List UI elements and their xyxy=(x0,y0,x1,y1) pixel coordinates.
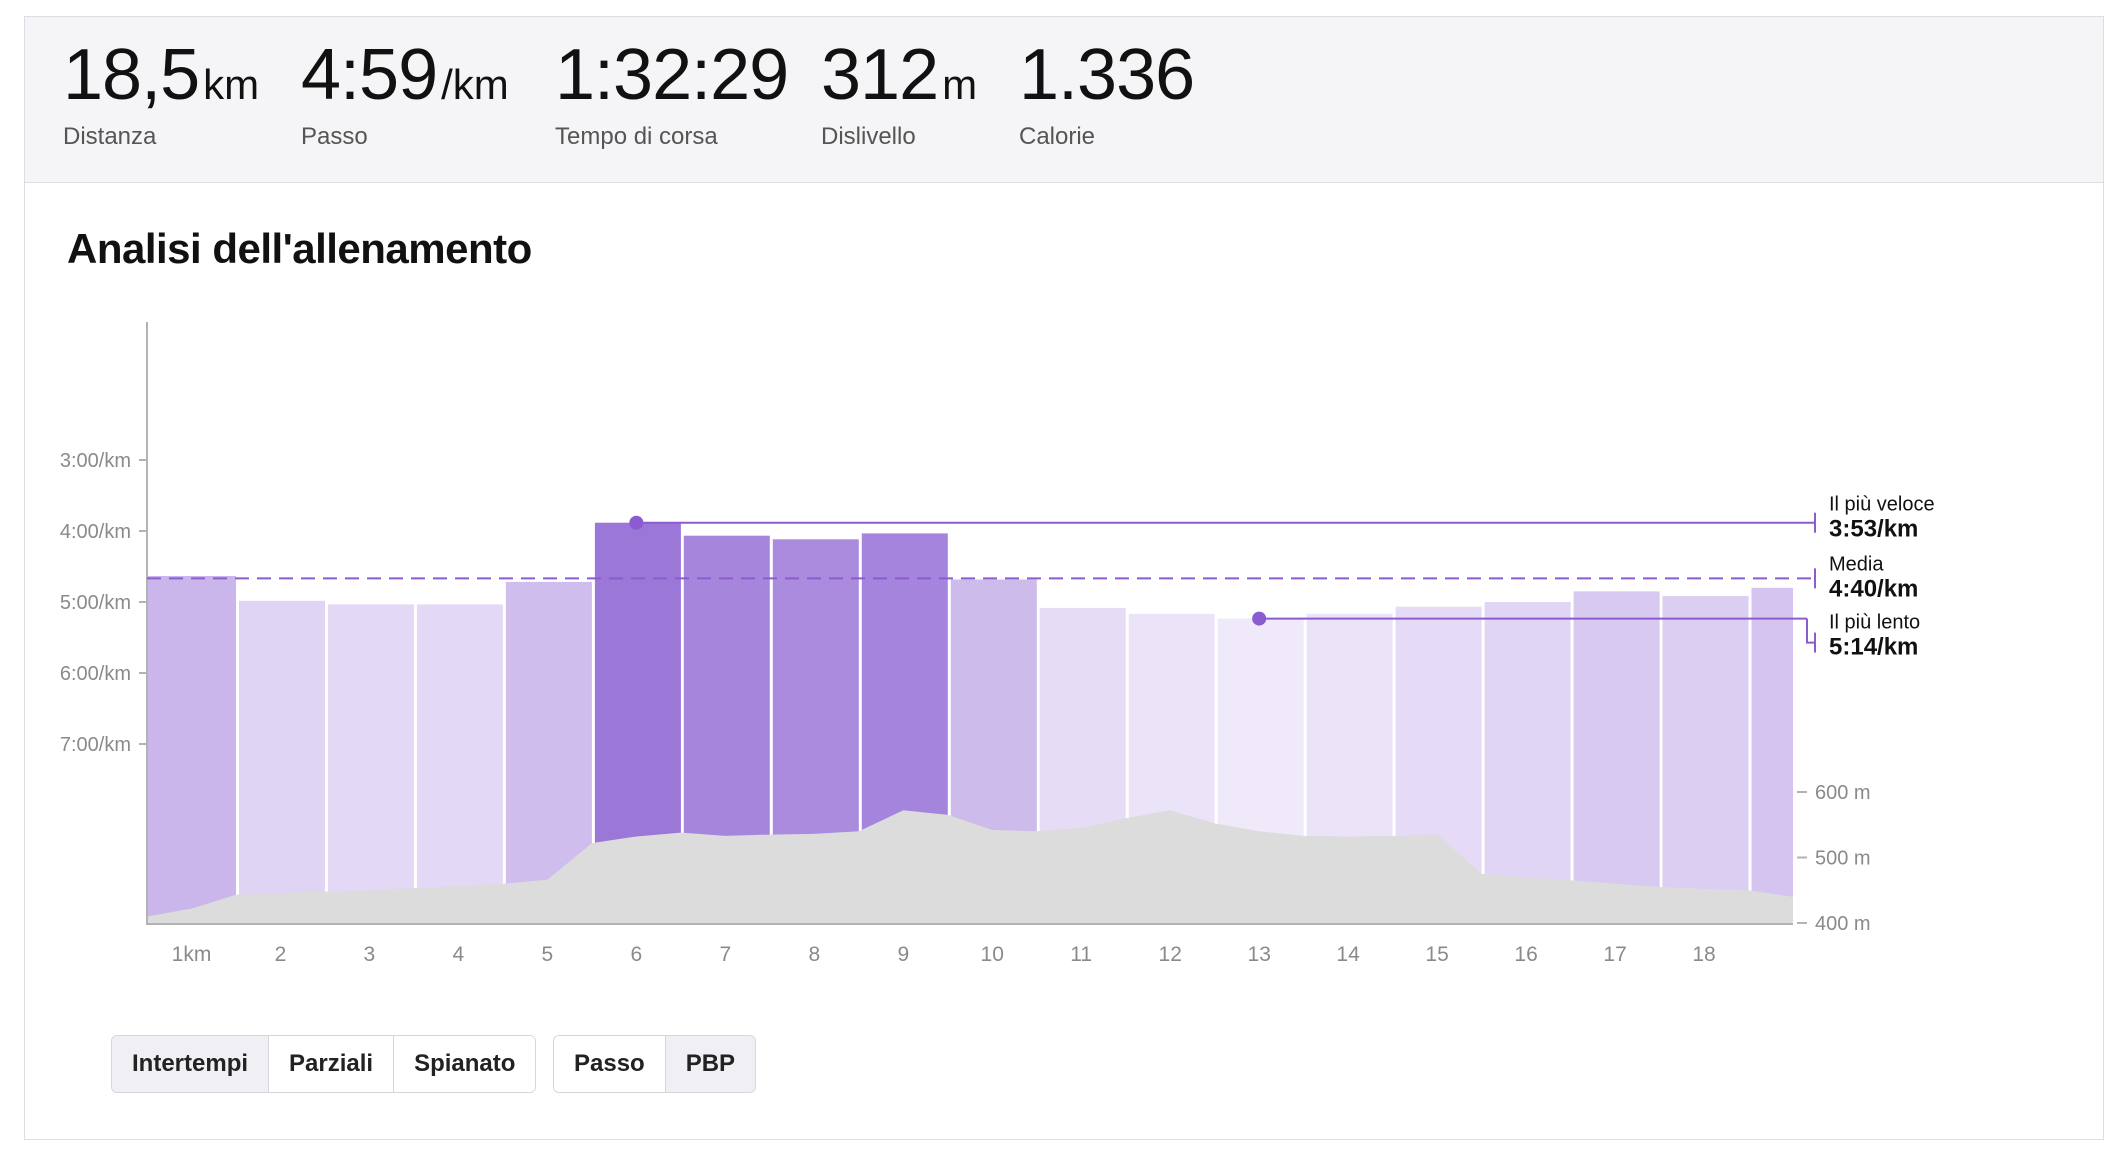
spianato-button[interactable]: Spianato xyxy=(394,1036,536,1092)
passo-button[interactable]: Passo xyxy=(554,1036,666,1092)
pace-bar xyxy=(327,604,414,923)
intertempi-button[interactable]: Intertempi xyxy=(112,1036,270,1092)
fastest-label: Il più veloce xyxy=(1829,494,1935,516)
pace-bar xyxy=(239,600,325,923)
stat-calories-label: Calorie xyxy=(1019,123,1096,150)
stat-elevation-label: Dislivello xyxy=(821,123,916,150)
average-value: 4:40/km xyxy=(1829,575,1918,602)
fastest-value: 3:53/km xyxy=(1829,516,1918,543)
slowest-label: Il più lento xyxy=(1829,612,1920,634)
elevation-area xyxy=(147,810,1793,923)
slowest-marker xyxy=(1252,611,1267,626)
x-tick-label: 5 xyxy=(542,943,554,966)
stat-elevation-value: 312 xyxy=(821,35,939,115)
x-tick-label: 11 xyxy=(1070,943,1092,966)
pace-bar xyxy=(147,576,236,923)
parziali-button[interactable]: Parziali xyxy=(269,1036,395,1092)
pbp-button[interactable]: PBP xyxy=(665,1036,756,1092)
stat-pace: 4:59/km Passo xyxy=(301,39,509,151)
chart-tick-labels: 3:00/km 4:00/km 5:00/km 6:00/km 7:00/km 400 m… xyxy=(60,450,1871,966)
elevation-tick-label: 600 m xyxy=(1815,782,1871,804)
average-label: Media xyxy=(1829,553,1884,575)
stat-calories: 1.336 Calorie xyxy=(1019,39,1195,151)
x-tick-label: 10 xyxy=(981,943,1004,966)
pace-bar xyxy=(1573,591,1660,923)
elevation-tick-label: 400 m xyxy=(1815,913,1871,935)
stats-bar: 18,5km Distanza 4:59/km Passo 1:32:29 Te… xyxy=(25,17,2103,183)
stat-pace-unit: /km xyxy=(441,61,509,108)
pace-tick-label: 7:00/km xyxy=(60,734,131,756)
x-tick-label: 16 xyxy=(1514,943,1537,966)
stat-calories-value: 1.336 xyxy=(1019,35,1195,115)
stat-elevation-unit: m xyxy=(942,61,978,108)
slowest-bracket xyxy=(1806,618,1815,644)
fastest-marker xyxy=(629,515,644,530)
pace-bar xyxy=(1751,587,1793,923)
pace-bar xyxy=(1484,602,1571,923)
x-tick-label: 18 xyxy=(1692,943,1715,966)
x-tick-label: 17 xyxy=(1603,943,1626,966)
stat-distance: 18,5km Distanza xyxy=(63,39,259,151)
stat-elevation: 312m Dislivello xyxy=(821,39,977,151)
x-tick-label: 8 xyxy=(808,943,820,966)
pace-tick-label: 4:00/km xyxy=(60,521,131,543)
pace-bar xyxy=(1662,596,1749,923)
elevation-profile xyxy=(147,810,1793,923)
x-tick-label: 3 xyxy=(364,943,376,966)
x-tick-label: 7 xyxy=(719,943,731,966)
pace-tick-label: 6:00/km xyxy=(60,663,131,685)
chart-axes xyxy=(146,322,1793,925)
x-tick-label: 1km xyxy=(172,943,212,966)
stat-time-value: 1:32:29 xyxy=(555,35,789,115)
stat-distance-label: Distanza xyxy=(63,123,157,150)
stat-time: 1:32:29 Tempo di corsa xyxy=(555,39,789,151)
workout-chart: 3:00/km 4:00/km 5:00/km 6:00/km 7:00/km 400 m… xyxy=(60,322,1935,966)
x-tick-label: 4 xyxy=(453,943,465,966)
stat-pace-label: Passo xyxy=(301,123,368,150)
slowest-value: 5:14/km xyxy=(1829,634,1918,661)
stat-distance-value: 18,5 xyxy=(63,35,200,115)
stat-pace-value: 4:59 xyxy=(301,35,438,115)
pace-tick-label: 3:00/km xyxy=(60,450,131,472)
pace-tick-label: 5:00/km xyxy=(60,592,131,614)
x-tick-label: 15 xyxy=(1425,943,1448,966)
metric-control: Passo PBP xyxy=(553,1035,757,1093)
section-title: Analisi dell'allenamento xyxy=(67,225,532,272)
x-tick-label: 14 xyxy=(1336,943,1360,966)
x-tick-label: 9 xyxy=(897,943,909,966)
x-tick-label: 13 xyxy=(1248,943,1271,966)
x-tick-label: 12 xyxy=(1159,943,1182,966)
x-tick-label: 6 xyxy=(631,943,643,966)
pace-bar xyxy=(416,604,503,923)
split-type-control: Intertempi Parziali Spianato xyxy=(111,1035,537,1093)
elevation-tick-label: 500 m xyxy=(1815,848,1871,870)
stat-time-label: Tempo di corsa xyxy=(555,123,718,150)
stat-distance-unit: km xyxy=(203,61,260,108)
x-tick-label: 2 xyxy=(275,943,287,966)
workout-card: 18,5km Distanza 4:59/km Passo 1:32:29 Te… xyxy=(24,16,2104,1140)
